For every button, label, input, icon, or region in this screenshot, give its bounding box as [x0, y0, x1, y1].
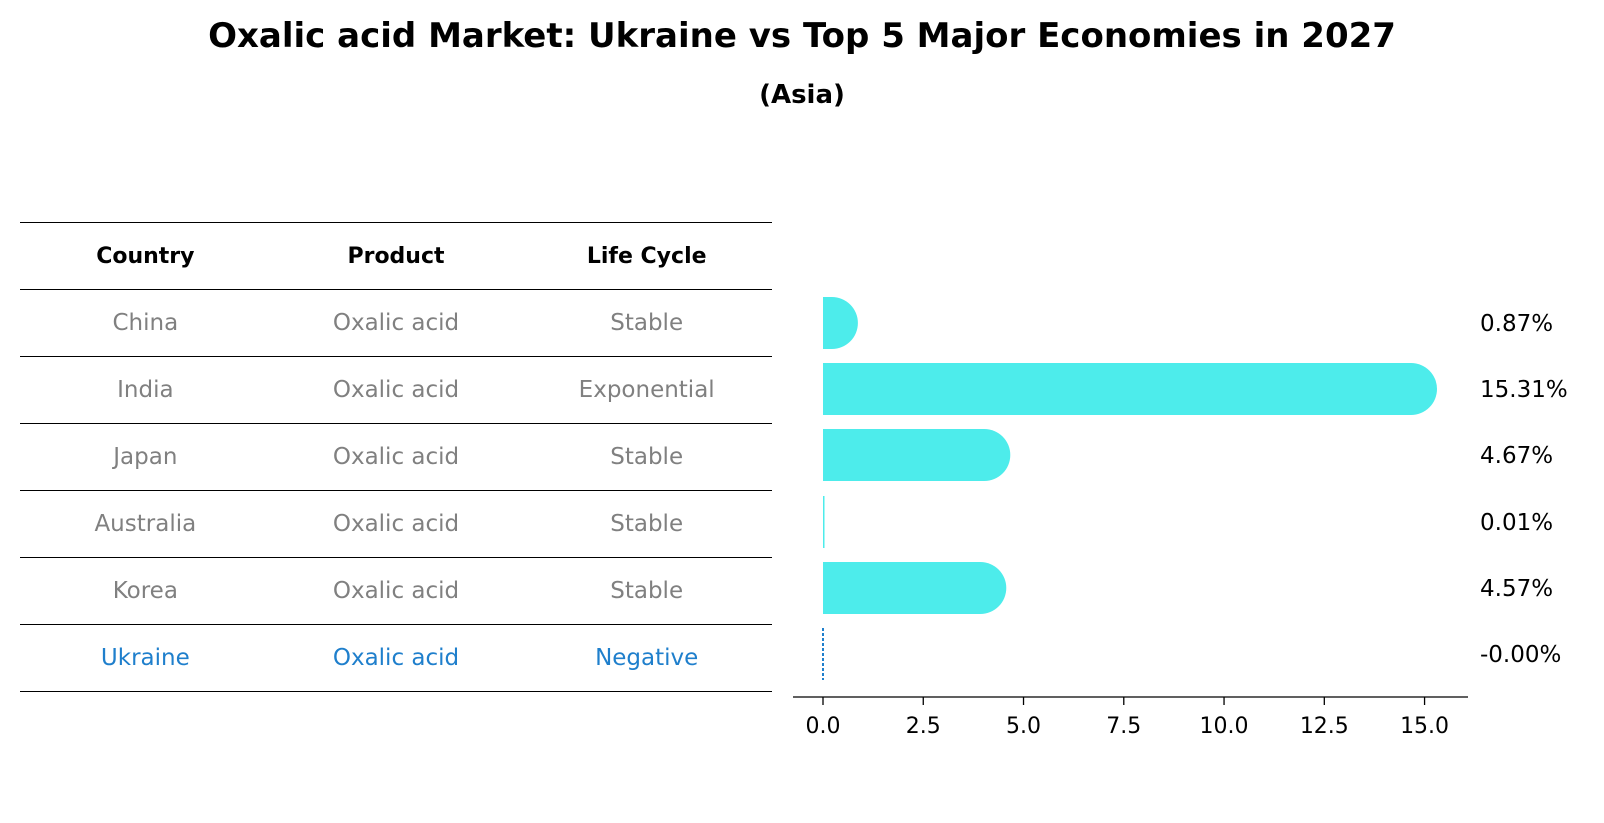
table-row-highlighted: Ukraine Oxalic acid Negative: [20, 625, 772, 692]
cell-country: China: [112, 310, 179, 336]
chart-title: Oxalic acid Market: Ukraine vs Top 5 Maj…: [208, 16, 1396, 56]
cell-product: Oxalic acid: [332, 645, 460, 671]
cell-life-cycle: Exponential: [578, 377, 715, 403]
table-row: Australia Oxalic acid Stable: [20, 491, 772, 558]
chart-subtitle: (Asia): [759, 80, 845, 110]
bar-korea: [823, 562, 1007, 614]
cell-country: Japan: [113, 444, 178, 470]
table-row: Korea Oxalic acid Stable: [20, 558, 772, 625]
x-tick-label: 10.0: [1200, 714, 1249, 739]
cell-life-cycle: Negative: [595, 645, 699, 671]
cell-product: Oxalic acid: [332, 310, 460, 336]
table-row: China Oxalic acid Stable: [20, 290, 772, 357]
table-row: India Oxalic acid Exponential: [20, 357, 772, 424]
bar-india: [823, 363, 1437, 415]
cell-life-cycle: Stable: [610, 310, 684, 336]
x-tick-label: 5.0: [1006, 714, 1041, 739]
x-tick-label: 0.0: [806, 714, 841, 739]
table-row: Japan Oxalic acid Stable: [20, 424, 772, 491]
cell-country: Ukraine: [100, 645, 190, 671]
bar-australia: [823, 496, 825, 548]
value-label: -0.00%: [1480, 642, 1561, 668]
value-label: 15.31%: [1480, 377, 1568, 403]
cell-life-cycle: Stable: [610, 444, 684, 470]
table-header-row: Country Product Life Cycle: [20, 222, 772, 290]
cell-product: Oxalic acid: [332, 511, 460, 537]
value-label: 0.87%: [1480, 311, 1553, 337]
data-table: Country Product Life Cycle China Oxalic …: [20, 222, 772, 692]
cell-country: India: [117, 377, 174, 403]
cell-country: Korea: [112, 578, 178, 604]
cell-product: Oxalic acid: [332, 578, 460, 604]
bar-japan: [823, 429, 1011, 481]
cell-life-cycle: Stable: [610, 578, 684, 604]
x-tick-label: 12.5: [1300, 714, 1349, 739]
x-tick-label: 2.5: [906, 714, 941, 739]
header-life-cycle: Life Cycle: [586, 243, 707, 269]
cell-country: Australia: [94, 511, 197, 537]
value-label: 4.57%: [1480, 576, 1553, 602]
cell-life-cycle: Stable: [610, 511, 684, 537]
cell-product: Oxalic acid: [332, 377, 460, 403]
bar-china: [823, 297, 858, 349]
value-label: 4.67%: [1480, 443, 1553, 469]
x-tick-label: 7.5: [1106, 714, 1141, 739]
header-country: Country: [96, 243, 195, 269]
x-tick-label: 15.0: [1400, 714, 1449, 739]
value-label: 0.01%: [1480, 510, 1553, 536]
cell-product: Oxalic acid: [332, 444, 460, 470]
header-product: Product: [347, 243, 445, 269]
